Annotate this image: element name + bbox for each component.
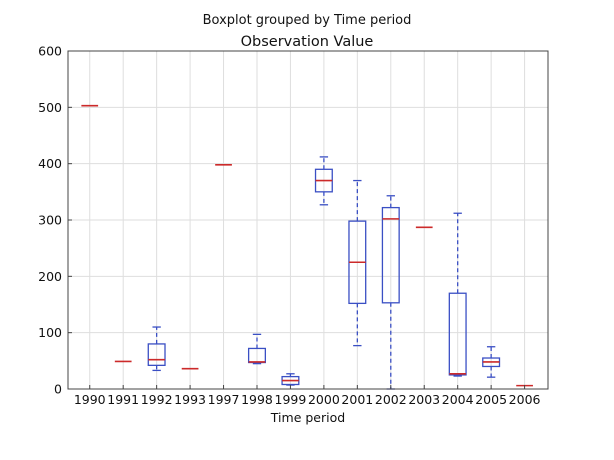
x-tick-label: 1990 xyxy=(74,392,106,407)
box-2000 xyxy=(314,156,333,206)
x-tick-label: 2001 xyxy=(341,392,373,407)
x-tick-label: 2003 xyxy=(408,392,440,407)
box-1998 xyxy=(247,333,267,365)
x-tick-label: 1993 xyxy=(174,392,206,407)
x-axis-label: Time period xyxy=(270,410,345,425)
box-2002 xyxy=(381,195,400,390)
x-tick-label: 2005 xyxy=(475,392,507,407)
box-2005 xyxy=(482,346,501,378)
iqr-box xyxy=(381,206,400,304)
y-tick-label: 500 xyxy=(38,100,62,115)
x-tick-label: 1992 xyxy=(141,392,173,407)
chart-suptitle: Boxplot grouped by Time period xyxy=(203,13,412,28)
iqr-box xyxy=(147,343,166,366)
y-axis-ticks: 0 100 200 300 400 500 600 xyxy=(38,44,72,397)
x-tick-label: 2004 xyxy=(442,392,474,407)
x-tick-label: 1998 xyxy=(241,392,273,407)
grid-lines xyxy=(68,51,548,389)
x-tick-label: 2000 xyxy=(308,392,340,407)
boxplot-series xyxy=(81,104,533,390)
box-1992 xyxy=(147,326,166,372)
box-1999 xyxy=(281,373,300,386)
chart-title: Observation Value xyxy=(241,34,374,50)
x-tick-label: 2006 xyxy=(509,392,541,407)
x-tick-label: 1991 xyxy=(107,392,139,407)
iqr-box xyxy=(448,292,467,376)
x-axis-ticks: 1990 1991 1992 1993 1997 1998 1999 2000 2001 2002… xyxy=(74,385,541,407)
y-tick-label: 600 xyxy=(38,44,62,59)
y-tick-label: 300 xyxy=(38,213,62,228)
y-tick-label: 200 xyxy=(38,269,62,284)
y-tick-label: 0 xyxy=(54,382,62,397)
box-2001 xyxy=(348,179,367,347)
box-2004 xyxy=(448,212,467,377)
y-tick-label: 400 xyxy=(38,156,62,171)
y-tick-label: 100 xyxy=(38,325,62,340)
x-tick-label: 1999 xyxy=(275,392,307,407)
x-tick-label: 2002 xyxy=(375,392,407,407)
x-tick-label: 1997 xyxy=(208,392,240,407)
